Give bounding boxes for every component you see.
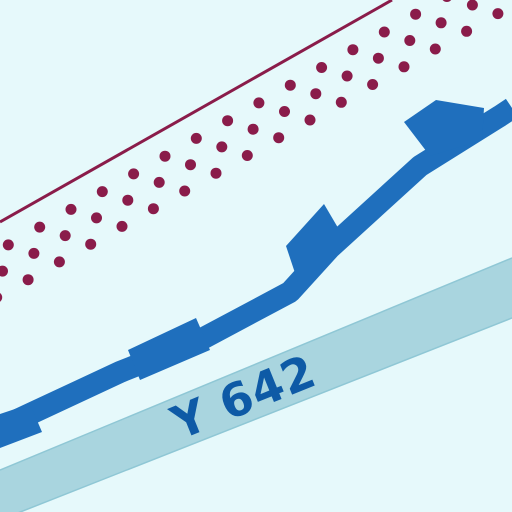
road-edge-bottom — [18, 317, 512, 512]
maroon-dot — [284, 79, 296, 91]
maroon-dot — [2, 239, 14, 251]
maroon-dot — [34, 221, 46, 233]
maroon-dot — [116, 220, 128, 232]
maroon-dot — [253, 97, 265, 109]
maroon-dot — [304, 114, 316, 126]
maroon-dot — [22, 274, 34, 286]
maroon-dot — [442, 0, 452, 2]
maroon-dot — [241, 150, 253, 161]
maroon-dot — [316, 62, 328, 73]
maroon-dot — [0, 293, 3, 302]
maroon-dot — [91, 212, 102, 224]
maroon-dot — [398, 61, 410, 73]
maroon-dot — [0, 265, 8, 277]
maroon-dot — [216, 141, 228, 153]
maroon-dot — [185, 159, 196, 171]
maroon-dot — [85, 238, 97, 250]
road-y642 — [0, 258, 512, 512]
maroon-dot — [435, 17, 447, 29]
maroon-dot — [372, 52, 384, 64]
maroon-dot — [210, 167, 222, 179]
maroon-dotted-band — [0, 0, 504, 302]
maroon-dot — [404, 35, 416, 46]
maroon-dot — [335, 96, 347, 108]
maroon-boundary-line — [0, 0, 393, 224]
maroon-dot — [159, 150, 171, 162]
maroon-dot — [310, 88, 322, 100]
maroon-dot — [461, 25, 473, 37]
maroon-dot — [128, 168, 140, 180]
maroon-dot — [410, 8, 422, 20]
maroon-dot — [122, 194, 134, 206]
maroon-dot — [222, 115, 234, 127]
maroon-dot — [492, 8, 504, 20]
maroon-dot — [147, 203, 159, 215]
road-edge-top — [0, 257, 512, 471]
maroon-dot — [190, 132, 202, 144]
maroon-dot — [466, 0, 478, 11]
maroon-dot — [341, 70, 353, 82]
blue-route-notch-1 — [0, 404, 42, 448]
maroon-dot — [65, 203, 77, 215]
maroon-dot — [153, 176, 165, 188]
maroon-dot — [279, 106, 290, 117]
maroon-dot — [179, 185, 191, 197]
maroon-dot — [273, 132, 285, 144]
blue-route-notch-2 — [128, 318, 210, 380]
maroon-dot — [378, 26, 390, 38]
blue-route-notch-4 — [404, 100, 484, 156]
blue-route-notch-3 — [286, 204, 344, 282]
maroon-dot — [429, 43, 441, 55]
maroon-dot — [367, 79, 379, 90]
blue-route — [0, 98, 512, 448]
maroon-dot — [96, 186, 108, 198]
maroon-dot — [53, 256, 65, 268]
maroon-dot — [59, 230, 71, 242]
maroon-dot — [247, 123, 259, 135]
maroon-dot — [347, 44, 359, 56]
maroon-dot — [28, 247, 40, 259]
